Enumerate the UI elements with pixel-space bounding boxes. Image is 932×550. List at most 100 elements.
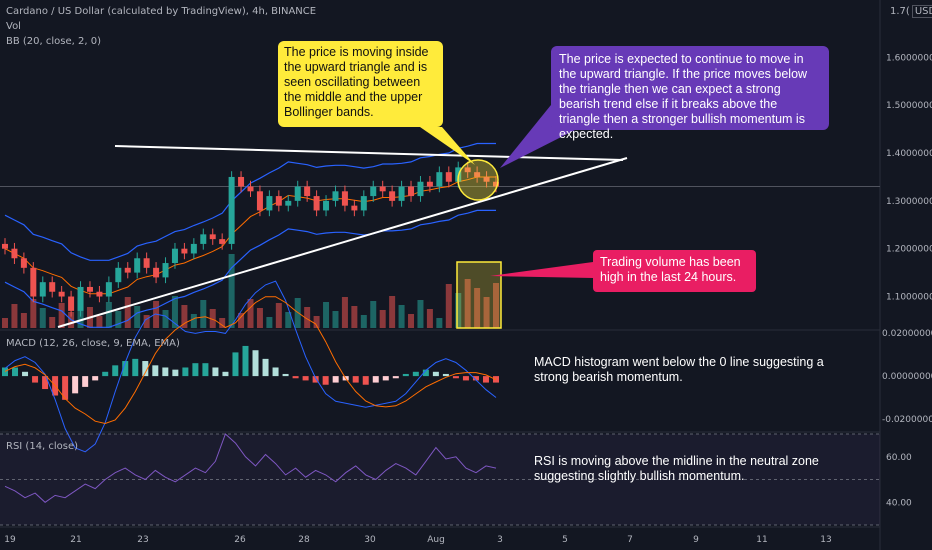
macd-histogram-bar: [142, 361, 149, 377]
currency-unit: USD: [911, 5, 932, 18]
volume-bar: [39, 308, 46, 328]
currency-label[interactable]: 1.7(USD: [890, 5, 932, 18]
macd-histogram-bar: [42, 376, 49, 390]
macd-histogram-bar: [62, 376, 69, 400]
candle-body: [370, 186, 377, 197]
candle-body: [162, 263, 169, 278]
candle-body: [275, 196, 282, 206]
candle-body: [379, 186, 386, 192]
purple-annotation[interactable]: The price is expected to continue to mov…: [551, 46, 829, 141]
volume-bar: [162, 310, 169, 328]
pink-annotation[interactable]: Trading volume has been high in the last…: [593, 250, 756, 292]
macd-histogram-bar: [222, 371, 229, 377]
volume-bar: [200, 300, 207, 328]
candle-body: [228, 176, 235, 244]
trendline-drawings[interactable]: [57, 100, 628, 329]
bb-basis-line: [4, 176, 496, 295]
candle-body: [171, 248, 178, 264]
macd-histogram-bar: [302, 376, 309, 381]
macd-histogram-bar: [2, 367, 8, 377]
candle-body: [436, 172, 443, 187]
volume-bar: [134, 306, 141, 328]
volume-bar: [219, 318, 226, 328]
price-axis[interactable]: 1.60000000 1.50000000 1.40000000 1.30000000…: [882, 53, 932, 508]
macd-annotation[interactable]: MACD histogram went below the 0 line sug…: [534, 355, 824, 384]
volume-bar: [332, 311, 339, 328]
macd-histogram-bar: [32, 376, 39, 383]
macd-histogram-bar: [322, 376, 329, 385]
candle-body: [323, 200, 330, 211]
price-tick-label: 1.60000000: [886, 53, 932, 63]
rsi-annotation[interactable]: RSI is moving above the midline in the n…: [534, 454, 819, 483]
bollinger-legend[interactable]: BB (20, close, 2, 0): [6, 36, 101, 47]
rsi-tick-label: 40.00: [886, 498, 912, 508]
volume-bar: [370, 301, 377, 328]
currency-prefix: 1.7(: [890, 6, 910, 17]
macd-histogram-bar: [312, 376, 319, 383]
time-tick-label: 28: [298, 535, 310, 545]
volume-bar: [426, 309, 433, 328]
macd-histogram-bar: [182, 367, 189, 377]
macd-legend[interactable]: MACD (12, 26, close, 9, EMA, EMA): [6, 338, 180, 349]
macd-histogram-bar: [72, 376, 79, 394]
rsi-pane: [0, 433, 880, 526]
volume-bar: [115, 311, 122, 328]
rsi-legend[interactable]: RSI (14, close): [6, 441, 79, 452]
volume-bar: [379, 310, 386, 328]
volume-bar: [49, 317, 56, 328]
macd-pane: [2, 280, 499, 453]
candle-body: [389, 191, 396, 201]
price-tick-label: 1.40000000: [886, 149, 932, 159]
macd-histogram-bar: [22, 371, 29, 377]
symbol-legend[interactable]: Cardano / US Dollar (calculated by Tradi…: [6, 6, 317, 17]
volume-bar: [58, 303, 65, 328]
macd-histogram-bar: [372, 376, 379, 383]
candle-body: [143, 258, 150, 268]
volume-legend[interactable]: Vol: [6, 21, 21, 32]
volume-bar: [11, 304, 18, 328]
volume-bar: [474, 288, 481, 328]
macd-histogram-bar: [162, 367, 169, 377]
candle-body: [332, 191, 339, 201]
macd-tick-label: 0.00000000: [882, 372, 932, 382]
macd-histogram-bar: [422, 369, 429, 377]
volume-bar: [417, 300, 424, 328]
volume-bar: [238, 313, 245, 328]
volume-bar: [436, 318, 443, 328]
time-tick-label: 9: [693, 535, 699, 545]
macd-histogram-bar: [292, 376, 299, 379]
macd-histogram-bar: [452, 376, 459, 379]
macd-histogram-bar: [382, 376, 389, 381]
volume-bar: [493, 283, 499, 328]
volume-bar: [143, 315, 150, 328]
volume-bar: [323, 302, 330, 328]
candle-body: [219, 239, 226, 244]
macd-tick-label: -0.02000000: [882, 415, 932, 425]
candlesticks: [2, 161, 499, 317]
candle-body: [256, 191, 263, 211]
candle-body: [68, 296, 75, 311]
candle-body: [294, 186, 301, 201]
volume-bar: [351, 306, 358, 328]
candle-body: [285, 200, 292, 206]
candle-body: [266, 196, 273, 211]
macd-tick-label: 0.02000000: [882, 329, 932, 339]
candle-body: [445, 172, 452, 182]
yellow-annotation[interactable]: The price is moving inside the upward tr…: [278, 41, 443, 127]
macd-histogram-bar: [262, 358, 269, 377]
macd-histogram-bar: [152, 365, 159, 377]
macd-histogram-bar: [242, 345, 249, 377]
volume-bar: [313, 316, 320, 328]
volume-highlight-box: [456, 261, 502, 329]
time-tick-label: Aug: [427, 535, 445, 545]
macd-histogram-bar: [192, 363, 199, 377]
candle-body: [474, 172, 481, 177]
candle-body: [20, 258, 27, 268]
macd-histogram-bar: [232, 352, 239, 377]
candle-body: [493, 181, 499, 187]
candle-body: [30, 267, 37, 297]
candle-body: [426, 181, 433, 187]
time-tick-label: 23: [137, 535, 148, 545]
time-axis[interactable]: 19 21 23 26 28 30 Aug 3 5 7 9 11 13: [4, 535, 831, 545]
